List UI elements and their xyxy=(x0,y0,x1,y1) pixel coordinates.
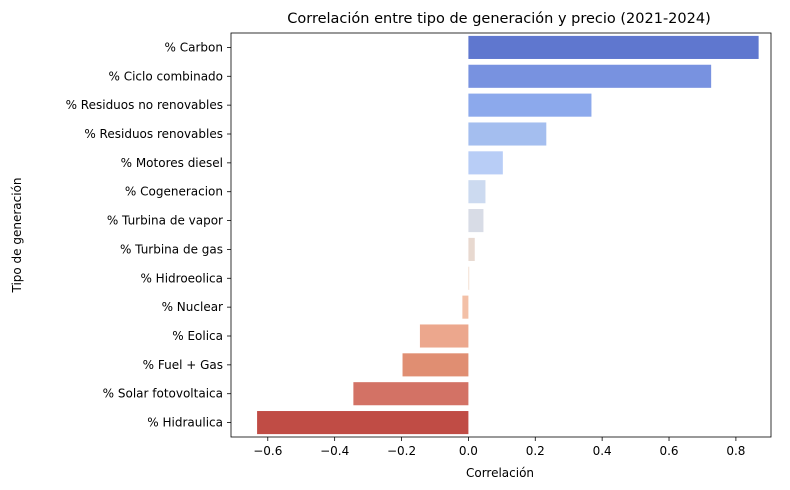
chart-title: Correlación entre tipo de generación y p… xyxy=(287,11,711,27)
y-tick-label: % Residuos no renovables xyxy=(66,98,223,112)
y-tick-label: % Cogeneracion xyxy=(125,185,223,199)
x-ticks: −0.6 −0.4 −0.2 0.0 0.2 0.4 0.6 0.8 xyxy=(253,437,745,458)
y-tick-label: % Solar fotovoltaica xyxy=(103,387,223,401)
bar-10 xyxy=(419,324,469,348)
x-tick-label: 0.4 xyxy=(593,444,612,458)
x-tick-label: 0.8 xyxy=(726,444,745,458)
y-tick-label: % Ciclo combinado xyxy=(108,69,223,83)
bar-6 xyxy=(468,209,484,233)
y-tick-label: % Motores diesel xyxy=(121,156,223,170)
y-tick-labels: % Carbon % Ciclo combinado % Residuos no r… xyxy=(66,40,231,430)
x-tick-label: 0.2 xyxy=(526,444,545,458)
y-tick-label: % Fuel + Gas xyxy=(143,358,223,372)
bars-group xyxy=(257,35,759,435)
bar-3 xyxy=(468,122,547,146)
y-tick-label: % Carbon xyxy=(165,40,223,54)
bar-2 xyxy=(468,93,592,117)
bar-11 xyxy=(402,353,469,377)
bar-9 xyxy=(462,295,469,319)
y-tick-label: % Hidroeolica xyxy=(140,271,223,285)
bar-7 xyxy=(468,237,475,261)
y-tick-label: % Nuclear xyxy=(162,300,223,314)
y-tick-label: % Eolica xyxy=(172,329,223,343)
bar-0 xyxy=(468,35,759,59)
x-tick-label: −0.6 xyxy=(253,444,282,458)
x-tick-label: −0.2 xyxy=(387,444,416,458)
x-tick-label: 0.0 xyxy=(459,444,478,458)
x-tick-label: −0.4 xyxy=(320,444,349,458)
bar-12 xyxy=(353,382,469,406)
x-tick-label: 0.6 xyxy=(659,444,678,458)
y-axis-title: Tipo de generación xyxy=(10,177,24,293)
x-axis-title: Correlación xyxy=(466,466,534,480)
bar-1 xyxy=(468,64,712,88)
y-tick-label: % Residuos renovables xyxy=(84,127,223,141)
y-tick-label: % Turbina de vapor xyxy=(107,214,223,228)
plot-frame xyxy=(230,32,772,438)
bar-5 xyxy=(468,180,486,204)
bar-13 xyxy=(257,411,469,435)
bar-8 xyxy=(468,266,470,290)
y-tick-label: % Hidraulica xyxy=(147,416,223,430)
y-tick-label: % Turbina de gas xyxy=(120,242,223,256)
bar-4 xyxy=(468,151,503,175)
